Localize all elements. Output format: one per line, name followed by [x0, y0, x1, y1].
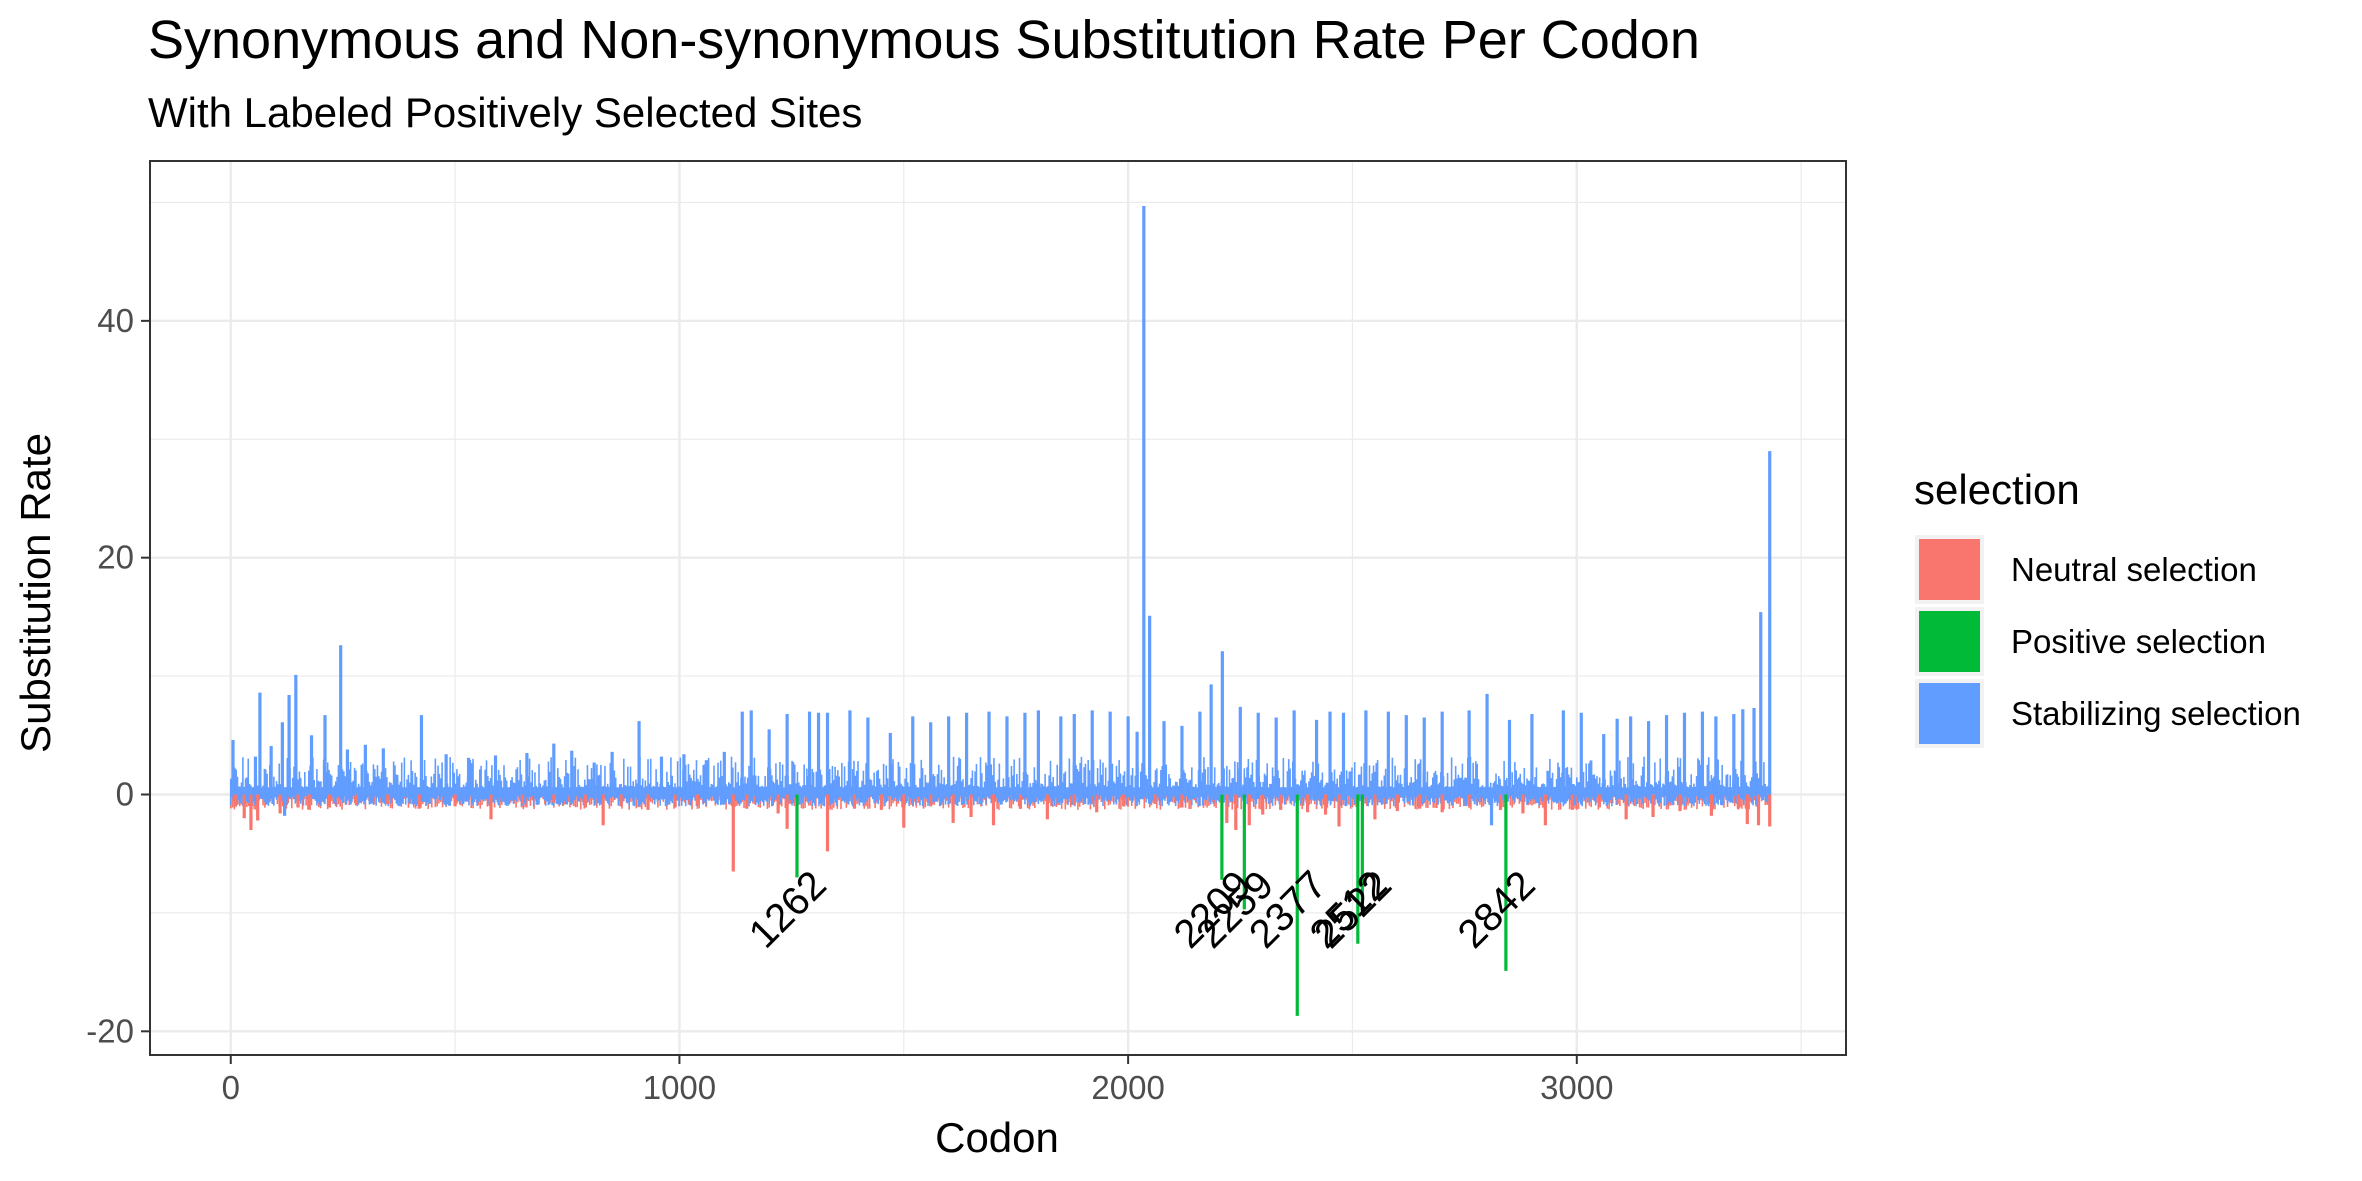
legend: selection Neutral selection Positive sele… [1914, 466, 2301, 748]
legend-title: selection [1914, 466, 2080, 513]
y-tick-label: 0 [116, 775, 134, 812]
legend-item-label: Neutral selection [2011, 551, 2257, 588]
plot-panel-border [149, 160, 1847, 1056]
x-tick-label: 1000 [643, 1069, 716, 1106]
y-tick-label: -20 [86, 1012, 134, 1049]
legend-items: Neutral selection Positive selection Stabi… [1915, 535, 2301, 748]
x-axis-title: Codon [935, 1114, 1059, 1161]
chart-title: Synonymous and Non-synonymous Substituti… [148, 10, 1700, 70]
x-axis-ticks: 0 1000 2000 3000 [222, 1055, 1614, 1106]
minor-gridlines [150, 161, 1846, 1055]
y-tick-label: 20 [97, 539, 134, 576]
x-tick-label: 2000 [1091, 1069, 1164, 1106]
y-axis-ticks: -20 0 20 40 [86, 302, 150, 1049]
legend-key-swatch [1919, 683, 1980, 744]
site-label: 1262 [741, 863, 835, 957]
chart-subtitle: With Labeled Positively Selected Sites [148, 89, 862, 136]
legend-item-label: Positive selection [2011, 623, 2266, 660]
y-axis-title: Substitution Rate [12, 433, 59, 753]
legend-key-swatch [1919, 611, 1980, 672]
bar-series [229, 205, 1772, 1016]
site-label: 2842 [1450, 863, 1544, 957]
y-tick-label: 40 [97, 302, 134, 339]
legend-key-swatch [1919, 539, 1980, 600]
x-tick-label: 3000 [1540, 1069, 1613, 1106]
legend-item-label: Stabilizing selection [2011, 695, 2301, 732]
major-gridlines [150, 161, 1846, 1055]
x-tick-label: 0 [222, 1069, 240, 1106]
